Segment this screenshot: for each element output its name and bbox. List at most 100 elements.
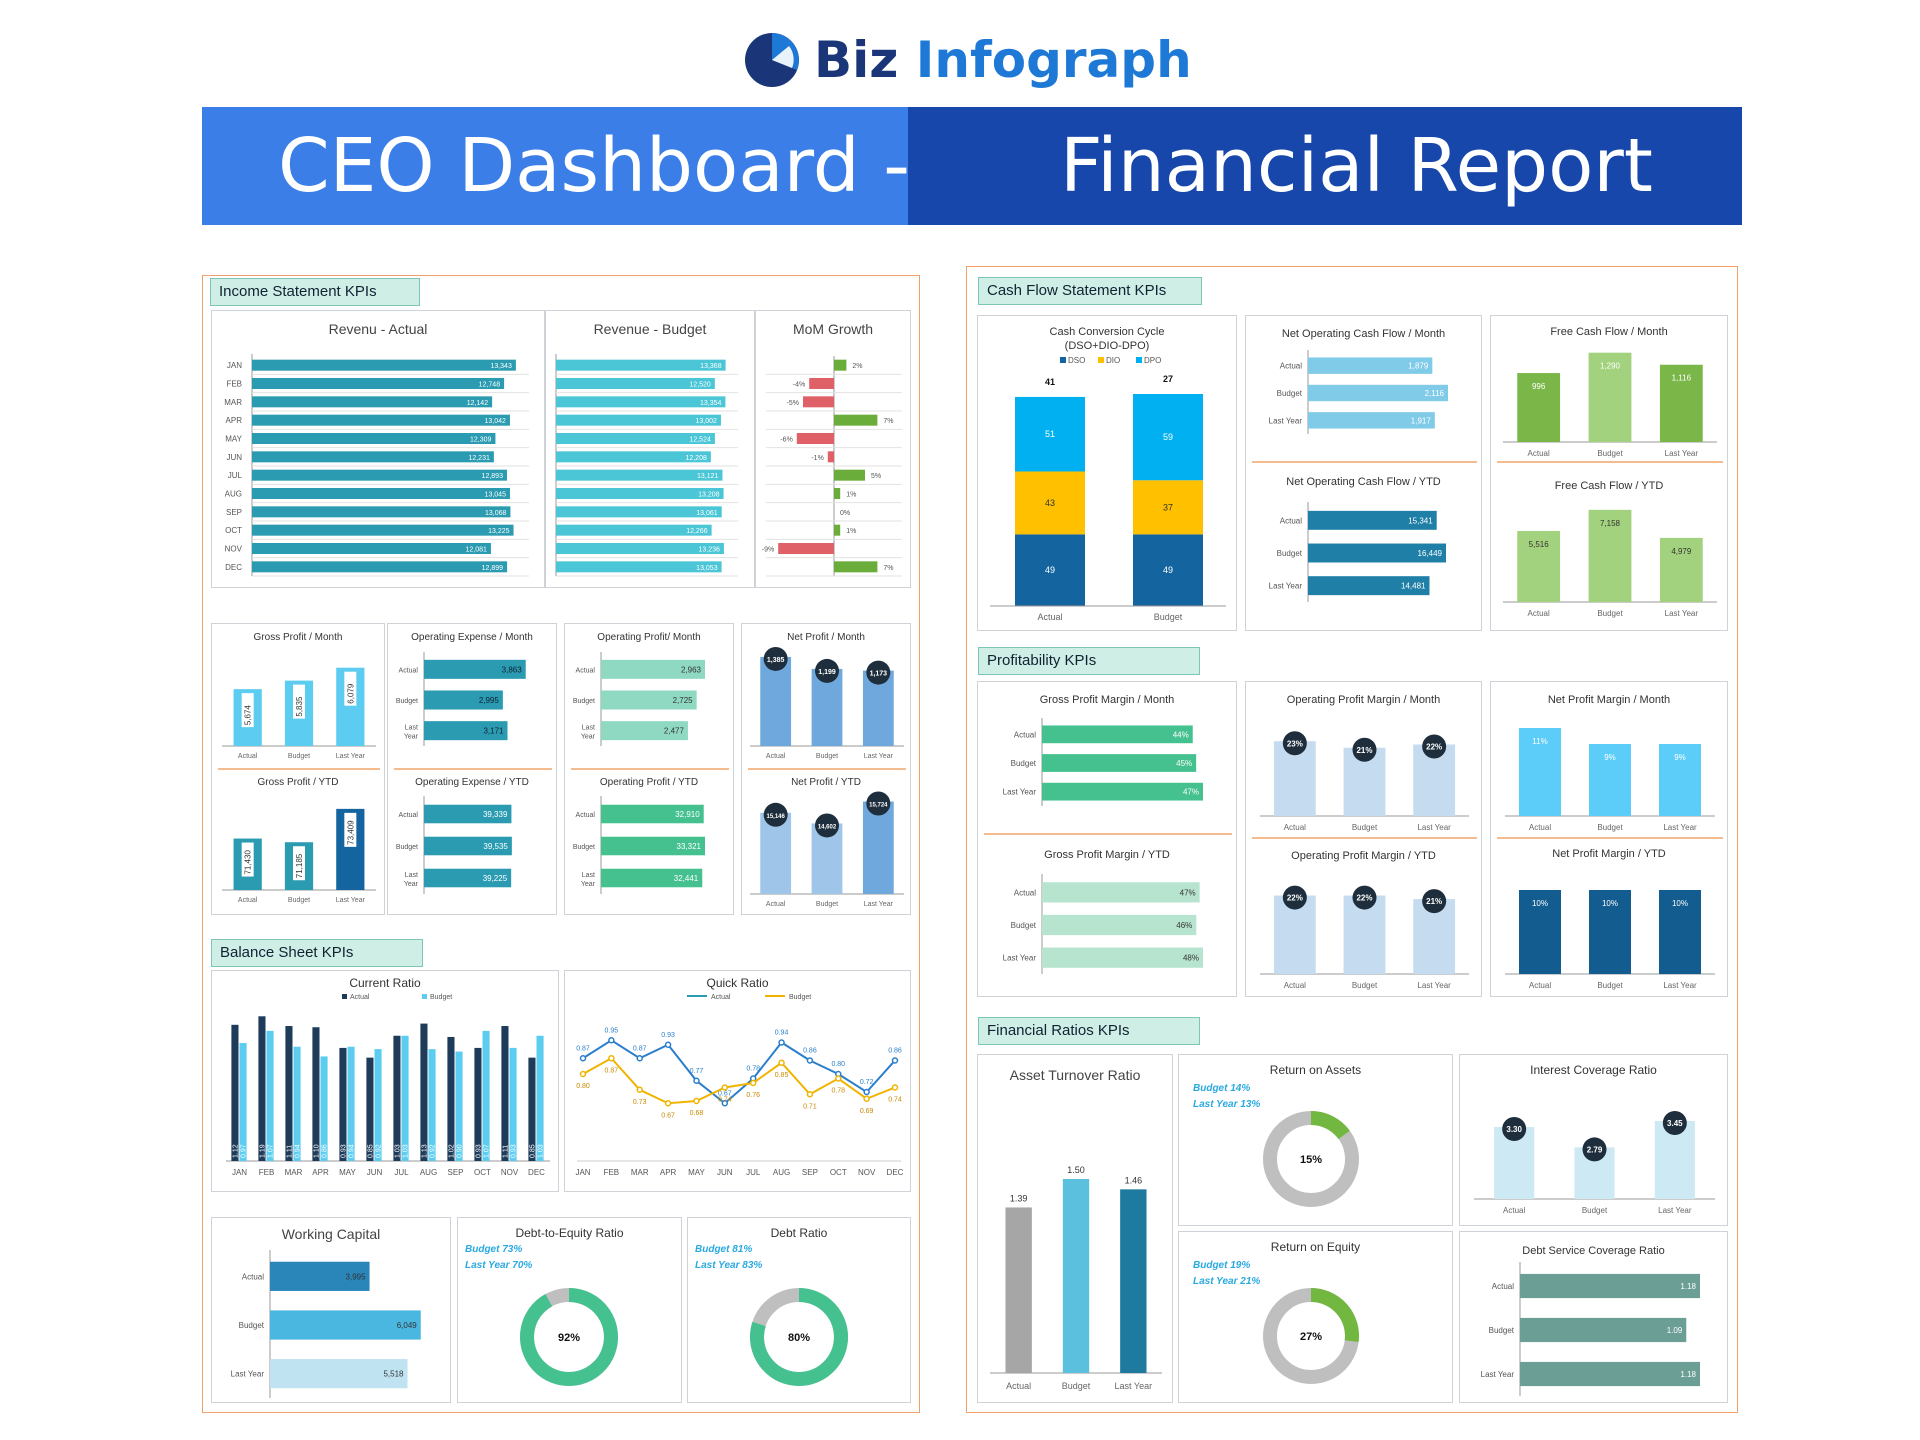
value-label: 15,724	[869, 802, 888, 808]
card-gross-profit-margin: Gross Profit Margin / Month 44% Actual 45%…	[977, 681, 1237, 997]
dscr-chart: 1.18 Actual 1.09 Budget 1.18 Last Year	[1481, 1262, 1700, 1396]
value-label: 44%	[1173, 730, 1189, 739]
value-label: 13,053	[696, 565, 718, 572]
point	[579, 1070, 587, 1078]
value-label: 5%	[871, 473, 881, 480]
category-label: Budget	[1352, 981, 1378, 990]
value-label: 12,309	[470, 437, 492, 444]
value-label: 2,725	[673, 696, 694, 705]
bar	[1042, 725, 1193, 744]
bar-segment	[1133, 534, 1203, 606]
roe-donut: 27%	[1263, 1288, 1359, 1384]
chart-title: Net Operating Cash Flow / Month	[1281, 328, 1446, 340]
category-label: Last Year	[1665, 449, 1699, 458]
value-label: 21%	[1356, 746, 1372, 755]
donut-arc	[520, 1288, 618, 1386]
value-label: 12,081	[465, 547, 487, 554]
bar	[778, 543, 834, 554]
series-line	[582, 1039, 896, 1105]
value-bubble	[866, 791, 891, 816]
value-label: 3.45	[1667, 1119, 1683, 1128]
value-label: 32,910	[675, 810, 700, 819]
card-revenue-budget: Revenue - Budget 13,368 12,520 13,354 13,00…	[545, 310, 755, 588]
value-bubble	[1282, 731, 1307, 756]
value-label: -9%	[762, 547, 774, 554]
bar	[601, 721, 688, 741]
month-label: JUN	[717, 1168, 733, 1177]
label-box	[344, 671, 357, 706]
chart-title: Gross Profit / Month	[253, 632, 343, 643]
gpm-ytd-chart: 47% Actual 46% Budget 48% Last Year	[1003, 874, 1203, 974]
bar	[424, 659, 526, 679]
value-label: 1.07	[484, 1144, 491, 1158]
value-label: 37	[1163, 502, 1173, 512]
month-label: JUN	[367, 1168, 383, 1177]
note-budget: Budget 81%	[695, 1244, 753, 1255]
donut-value: 15%	[1300, 1154, 1322, 1166]
month-label: OCT	[225, 526, 242, 535]
value-label: 32,441	[674, 874, 699, 883]
value-label: 1.02	[448, 1144, 455, 1158]
month-label: SEP	[802, 1168, 818, 1177]
legend-swatch	[422, 994, 427, 999]
category-label: Budget	[1352, 823, 1378, 832]
label-box	[293, 846, 305, 881]
bar	[556, 396, 726, 408]
value-label: 1,199	[818, 669, 836, 676]
value-label: 1.11	[286, 1145, 293, 1158]
asset-turnover-chart: 1.39 Actual 1.50 Budget 1.46 Last Year	[990, 1165, 1162, 1391]
bar	[252, 396, 493, 408]
bar	[1062, 1179, 1090, 1373]
value-label: 0.86	[888, 1048, 902, 1055]
bar	[1308, 357, 1433, 374]
donut-arc	[1310, 1288, 1359, 1343]
month-label: MAR	[285, 1168, 303, 1177]
category-label: Actual	[1492, 1282, 1514, 1291]
value-label: 5,518	[383, 1370, 404, 1379]
bar	[270, 1359, 408, 1389]
month-label: APR	[660, 1168, 677, 1177]
point	[579, 1055, 587, 1062]
card-free-cash-flow: Free Cash Flow / Month 996 Actual 1,290 Bud…	[1490, 315, 1728, 631]
debt-to-equity-donut: 92%	[520, 1288, 618, 1386]
bar-segment	[1133, 480, 1203, 535]
chart-title: Revenu - Actual	[328, 321, 428, 337]
category-label: Last Year	[1658, 1206, 1692, 1215]
chart-title: Operating Profit/ Month	[597, 632, 701, 643]
value-label: 10%	[1602, 899, 1618, 908]
value-label: 16,449	[1418, 549, 1443, 558]
legend-label: Actual	[350, 994, 370, 1001]
category-label: Last Year	[1417, 981, 1451, 990]
card-gross-profit: Gross Profit / Month 5,674 Actual 5,835 Bud…	[211, 623, 385, 915]
chart-title: Cash Conversion Cycle	[1049, 326, 1165, 338]
bar	[1517, 530, 1561, 602]
bar	[501, 1026, 509, 1161]
value-label: 2,995	[479, 696, 500, 705]
bar	[528, 1057, 536, 1161]
value-label: 0.80	[576, 1083, 590, 1090]
card-interest-coverage: Interest Coverage Ratio 3.30 Actual 2.79 Bu…	[1459, 1054, 1728, 1226]
value-label: 0.78	[746, 1066, 760, 1073]
note-budget: Budget 73%	[465, 1244, 523, 1255]
legend-label: DSO	[1068, 356, 1085, 365]
value-label: 0.94	[775, 1030, 789, 1037]
month-label: MAY	[339, 1168, 356, 1177]
value-label: 0.85	[529, 1144, 536, 1158]
net-profit-ytd-chart: 15,146 Actual 14,602 Budget 15,724 Last Year	[750, 791, 904, 908]
value-label: 1.10	[313, 1144, 320, 1158]
chart-title: Net Profit / Month	[787, 632, 865, 643]
value-label: 1.46	[1125, 1175, 1143, 1185]
bar	[803, 396, 834, 408]
value-bubble	[815, 658, 839, 683]
chart-title: Quick Ratio	[706, 976, 769, 990]
value-label: 0.69	[860, 1108, 874, 1115]
series-line	[582, 1056, 896, 1105]
value-label: 0.93	[475, 1144, 482, 1158]
donut-value: 92%	[558, 1332, 580, 1344]
value-label: 39,225	[483, 874, 508, 883]
bar	[366, 1057, 374, 1161]
interest-coverage-chart: 3.30 Actual 2.79 Budget 3.45 Last Year	[1474, 1111, 1715, 1215]
value-label: 15,146	[766, 814, 785, 820]
point	[835, 1075, 842, 1082]
